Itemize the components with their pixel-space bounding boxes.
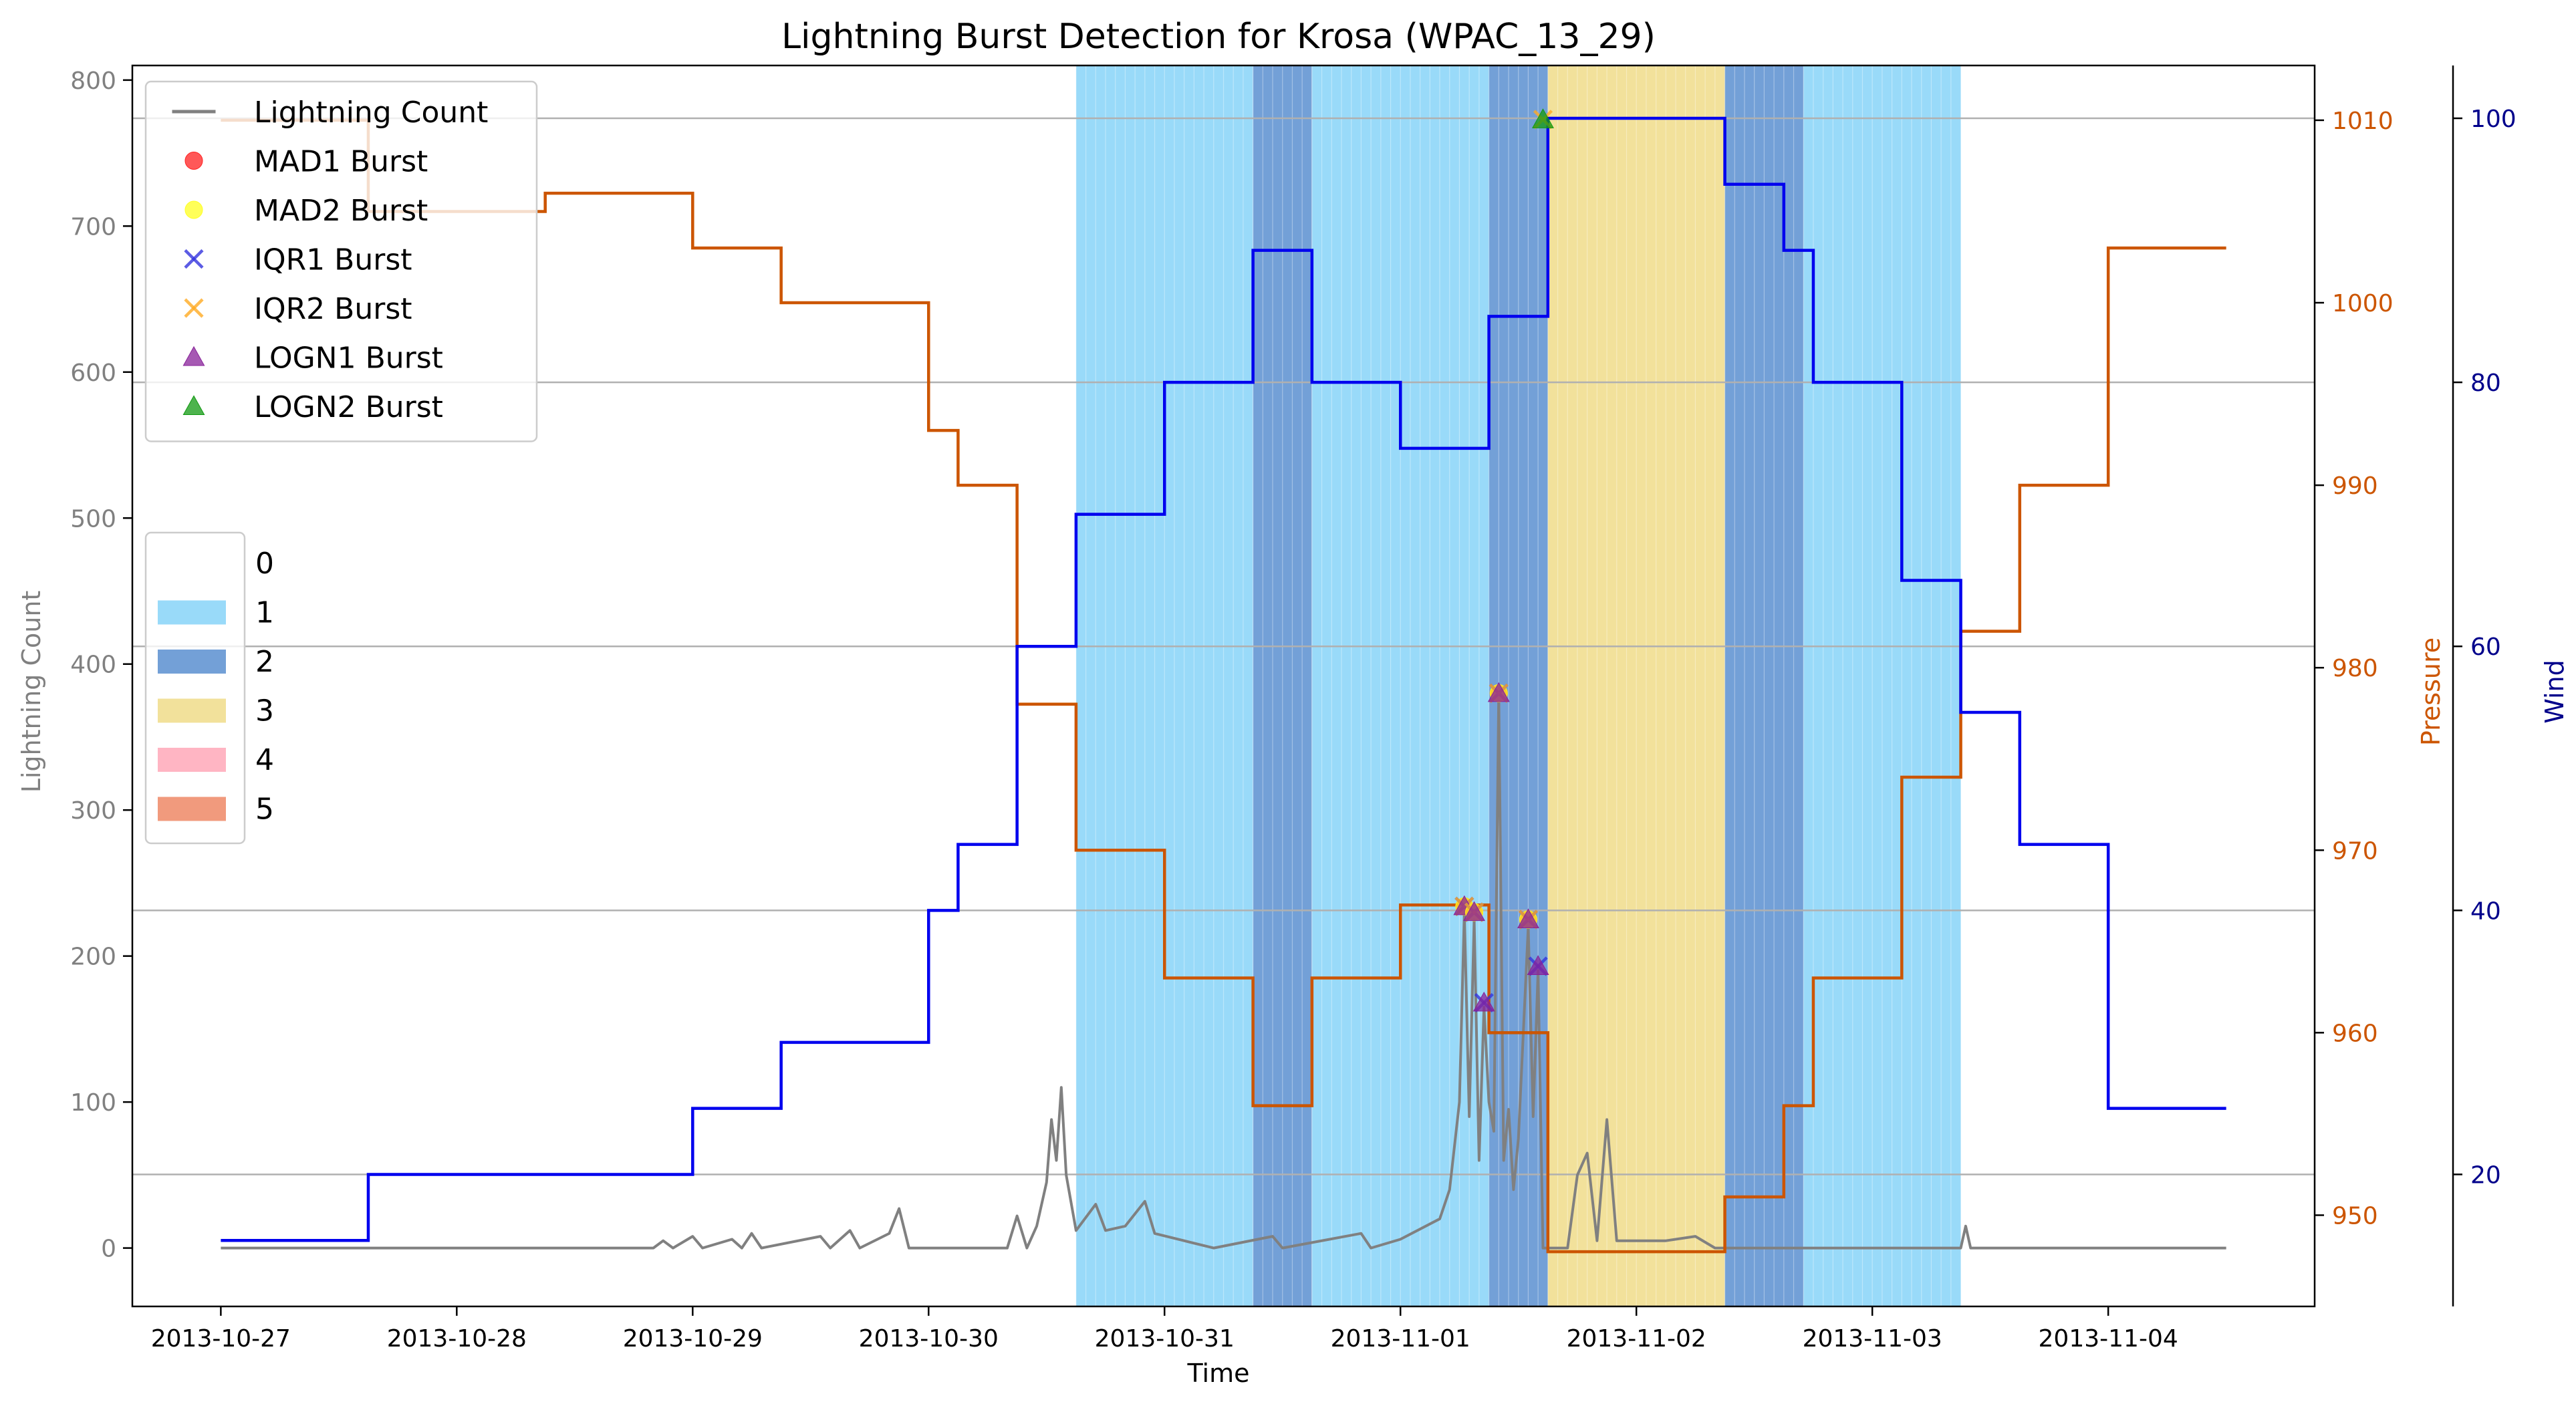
legend-label: MAD2 Burst [254, 194, 428, 228]
marker-stroke [184, 298, 204, 318]
x-tick-label: 2013-11-01 [1331, 1325, 1470, 1353]
burst-marker-logn1-burst [1517, 908, 1539, 929]
legend-label: 1 [255, 596, 274, 630]
legend-swatch-category-4 [158, 748, 226, 772]
y-tick-label: 200 [70, 944, 116, 971]
legend-label: Lightning Count [254, 96, 488, 130]
x-tick-label: 2013-10-27 [151, 1325, 291, 1353]
x-tick-label: 2013-11-04 [2039, 1325, 2178, 1353]
x-axis-label: Time [1187, 1359, 1250, 1388]
x-tick-label: 2013-10-30 [859, 1325, 999, 1353]
legend-swatch-category-5 [158, 797, 226, 821]
category-legend-box [144, 531, 246, 845]
wind-tick-label: 80 [2470, 370, 2501, 397]
category-legend: 0 1 2 3 4 5 [144, 531, 274, 845]
lightning-count-line [221, 692, 2226, 1250]
wind-tick-label: 60 [2470, 633, 2501, 661]
lightning-series [221, 692, 2226, 1250]
legend-swatch-category-2 [158, 650, 226, 674]
y-tick-label: 400 [70, 652, 116, 679]
pressure-tick-label: 960 [2332, 1020, 2378, 1047]
legend-marker-logn2-burst [182, 395, 205, 415]
y-tick-label: 800 [70, 67, 116, 95]
pressure-tick-label: 950 [2332, 1202, 2378, 1230]
pressure-tick-label: 990 [2332, 472, 2378, 500]
wind-tick-label: 40 [2470, 897, 2501, 925]
x-tick-label: 2013-10-28 [387, 1325, 527, 1353]
burst-marker-logn1-burst [1527, 955, 1549, 975]
wind-tick-label: 100 [2470, 106, 2517, 133]
burst-marker-logn2-burst [1532, 108, 1554, 128]
pressure-axis-label: Pressure [2416, 638, 2446, 746]
burst-marker-logn1-burst [1487, 682, 1510, 702]
plot-frame [131, 64, 2316, 1308]
pressure-tick-label: 1000 [2332, 290, 2394, 317]
y-tick-label: 700 [70, 213, 116, 241]
series-legend-box [144, 80, 538, 442]
legend-marker-iqr1-burst [184, 249, 204, 269]
x-tick-label: 2013-11-02 [1567, 1325, 1706, 1353]
legend-label: IQR1 Burst [254, 243, 412, 277]
burst-markers [1453, 108, 1554, 1013]
pressure-tick-label: 980 [2332, 655, 2378, 682]
y-tick-label: 0 [101, 1236, 116, 1263]
legend-label: 2 [255, 645, 274, 679]
axes: 2013-10-27 2013-10-28 2013-10-29 2013-10-30… [70, 64, 2517, 1353]
category-band-3 [1547, 65, 1725, 1306]
legend-marker-iqr2-burst [184, 298, 204, 318]
y-tick-label: 500 [70, 505, 116, 533]
series-legend: Lightning Count MAD1 Burst MAD2 Burst IQR1 … [144, 80, 538, 442]
legend-label: MAD1 Burst [254, 145, 428, 179]
legend-label: LOGN1 Burst [254, 341, 443, 376]
legend-label: LOGN2 Burst [254, 390, 443, 424]
category-band-1 [1803, 65, 1961, 1306]
legend-label: 0 [255, 547, 274, 581]
legend-label: IQR2 Burst [254, 292, 412, 326]
category-band-2 [1724, 65, 1804, 1306]
legend-marker-mad1-burst [184, 152, 203, 170]
wind-series [221, 116, 2226, 1242]
x-tick-label: 2013-11-03 [1803, 1325, 1942, 1353]
marker-stroke [184, 249, 204, 269]
category-band-1 [1075, 65, 1253, 1306]
category-band-2 [1253, 65, 1312, 1306]
legend-swatch-category-1 [158, 600, 226, 625]
x-tick-label: 2013-10-29 [623, 1325, 763, 1353]
pressure-line [221, 118, 2226, 1254]
legend-marker-mad2-burst [184, 200, 203, 219]
legend-marker-logn1-burst [182, 345, 205, 366]
burst-marker-logn1-burst [1472, 991, 1495, 1012]
legend-label: 5 [255, 793, 274, 827]
wind-tick-label: 20 [2470, 1161, 2501, 1189]
legend-label: 3 [255, 694, 274, 728]
wind-axis-label: Wind [2540, 660, 2569, 724]
pressure-tick-label: 1010 [2332, 108, 2394, 135]
y-tick-label: 100 [70, 1089, 116, 1117]
burst-marker-logn1-burst [1463, 901, 1485, 922]
legend-label: 4 [255, 743, 274, 777]
y-tick-label: 600 [70, 360, 116, 387]
legend-swatch-category-3 [158, 698, 226, 723]
y-axis-label: Lightning Count [17, 591, 46, 793]
pressure-series [221, 118, 2226, 1254]
wind-line [221, 116, 2226, 1242]
x-tick-label: 2013-10-31 [1095, 1325, 1235, 1353]
chart-title: Lightning Burst Detection for Krosa (WPA… [781, 17, 1656, 57]
y-tick-label: 300 [70, 797, 116, 825]
pressure-tick-label: 970 [2332, 837, 2378, 865]
